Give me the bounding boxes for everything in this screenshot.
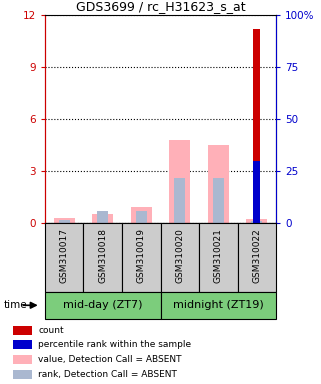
Bar (83, 223, 122, 292)
Text: GSM310019: GSM310019 (137, 228, 146, 283)
Bar (136, 210, 147, 223)
Text: GSM310021: GSM310021 (214, 228, 223, 283)
Text: GSM310022: GSM310022 (252, 228, 261, 283)
Bar (45, 223, 83, 292)
Bar (131, 207, 152, 223)
Text: GSM310020: GSM310020 (175, 228, 184, 283)
Bar (122, 223, 160, 292)
Bar (13, 370, 32, 379)
Title: GDS3699 / rc_H31623_s_at: GDS3699 / rc_H31623_s_at (76, 0, 245, 13)
Bar (160, 292, 276, 319)
Bar (54, 217, 75, 223)
Bar (253, 29, 260, 223)
Text: midnight (ZT19): midnight (ZT19) (173, 300, 264, 310)
Bar (13, 355, 32, 364)
Bar (169, 140, 190, 223)
Bar (45, 292, 160, 319)
Bar (213, 178, 224, 223)
Bar (97, 212, 108, 223)
Text: time: time (3, 300, 27, 310)
Text: mid-day (ZT7): mid-day (ZT7) (63, 300, 143, 310)
Text: GSM310017: GSM310017 (60, 228, 69, 283)
Text: count: count (38, 326, 64, 335)
Text: value, Detection Call = ABSENT: value, Detection Call = ABSENT (38, 355, 182, 364)
Text: percentile rank within the sample: percentile rank within the sample (38, 340, 191, 349)
Bar (199, 223, 238, 292)
Bar (13, 326, 32, 335)
Bar (59, 220, 70, 223)
Bar (208, 145, 229, 223)
Text: GSM310018: GSM310018 (98, 228, 107, 283)
Text: rank, Detection Call = ABSENT: rank, Detection Call = ABSENT (38, 370, 177, 379)
Bar (251, 221, 262, 223)
Bar (246, 219, 267, 223)
Bar (160, 223, 199, 292)
Bar (238, 223, 276, 292)
Bar (174, 178, 185, 223)
Bar (253, 161, 260, 223)
Bar (13, 340, 32, 349)
Bar (92, 214, 113, 223)
